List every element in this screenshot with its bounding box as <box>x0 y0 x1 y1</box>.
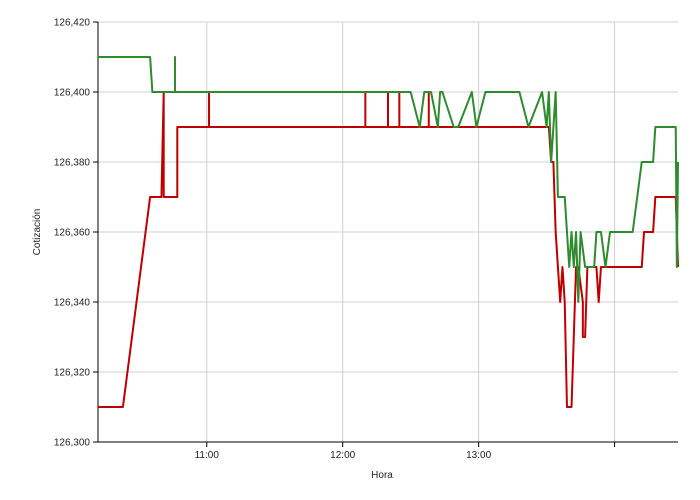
y-tick-label: 126,300 <box>54 438 91 449</box>
y-tick-label: 126,380 <box>54 158 91 169</box>
y-tick-label: 126,320 <box>54 368 91 379</box>
x-axis-label: Hora <box>371 470 393 481</box>
y-tick-label: 126,400 <box>54 88 91 99</box>
series-line <box>98 91 679 408</box>
x-tick-label: 13:00 <box>466 450 491 461</box>
y-tick-label: 126,340 <box>54 298 91 309</box>
y-axis-label: Cotización <box>32 209 43 256</box>
series-line <box>98 56 679 303</box>
y-tick-label: 126,360 <box>54 228 91 239</box>
y-tick-label: 126,420 <box>54 18 91 29</box>
x-tick-label: 11:00 <box>195 450 220 461</box>
x-tick-label: 12:00 <box>330 450 355 461</box>
